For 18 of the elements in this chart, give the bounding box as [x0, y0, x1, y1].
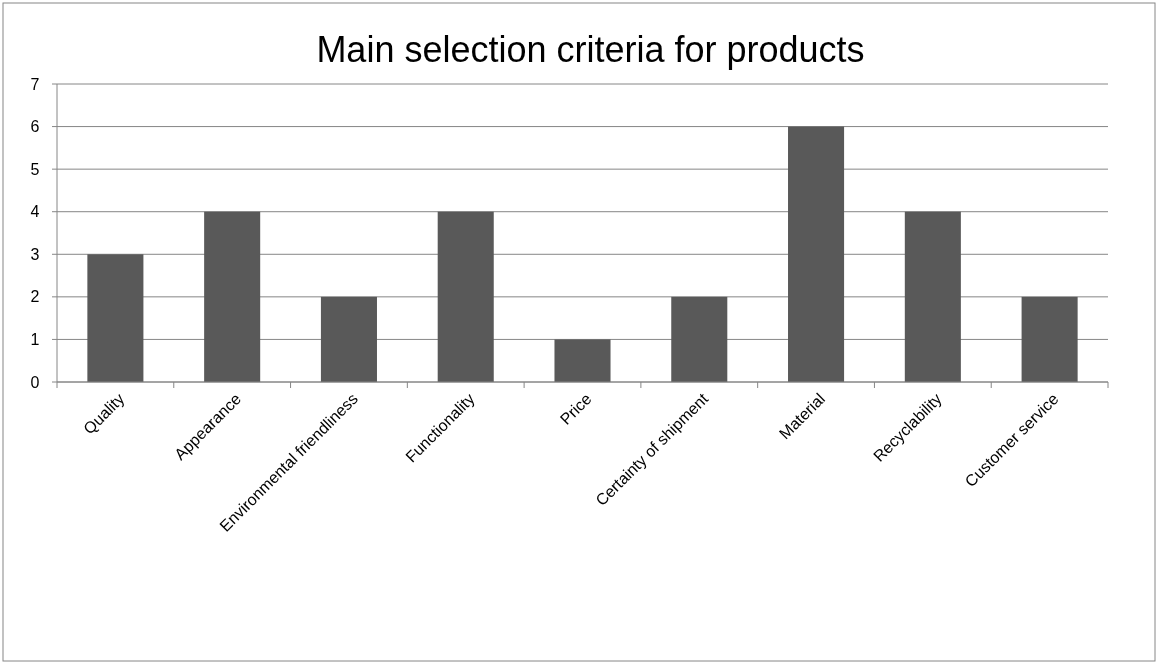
bar — [671, 296, 728, 382]
y-tick-label: 3 — [30, 245, 40, 263]
y-tick-label: 2 — [30, 288, 40, 306]
bar — [788, 126, 845, 382]
bar — [320, 296, 377, 382]
bar — [204, 211, 261, 382]
bar — [554, 339, 611, 382]
bar — [437, 211, 494, 382]
y-tick-label: 5 — [30, 160, 40, 178]
y-tick-label: 4 — [30, 203, 40, 221]
y-tick-label: 0 — [30, 373, 40, 391]
bar — [904, 211, 961, 382]
bar — [87, 254, 144, 382]
bar — [1021, 296, 1078, 382]
y-tick-label: 1 — [30, 331, 40, 349]
y-tick-label: 7 — [30, 75, 40, 93]
y-tick-label: 6 — [30, 118, 40, 136]
chart-title: Main selection criteria for products — [316, 29, 865, 70]
